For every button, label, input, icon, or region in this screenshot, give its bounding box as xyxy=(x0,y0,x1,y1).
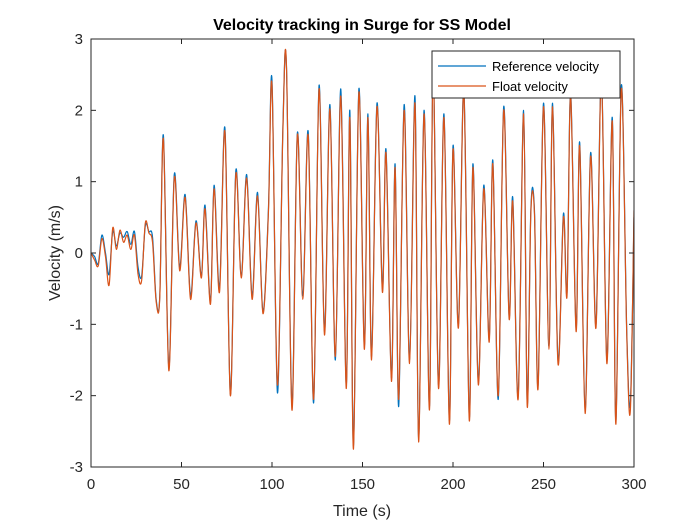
x-tick-label: 300 xyxy=(621,476,646,493)
x-tick-label: 250 xyxy=(531,476,556,493)
y-tick-label: 2 xyxy=(75,102,83,119)
tick-layer: 0 50 100 150 200 250 300 -3 -2 -1 0 1 2 3 xyxy=(70,31,647,493)
y-tick-label: -3 xyxy=(70,459,83,476)
chart-title: Velocity tracking in Surge for SS Model xyxy=(213,17,511,34)
series-layer xyxy=(91,48,634,450)
x-axis-label: Time (s) xyxy=(333,503,391,520)
y-tick-label: -2 xyxy=(70,388,83,405)
x-tick-label: 200 xyxy=(440,476,465,493)
x-tick-label: 50 xyxy=(173,476,190,493)
x-tick-label: 100 xyxy=(259,476,284,493)
legend: Reference velocity Float velocity xyxy=(431,50,621,99)
x-tick-label: 0 xyxy=(87,476,95,493)
x-tick-label: 150 xyxy=(350,476,375,493)
y-tick-label: 3 xyxy=(75,31,83,48)
legend-box xyxy=(431,50,621,99)
series-line-float xyxy=(91,48,634,450)
y-tick-label: 1 xyxy=(75,174,83,191)
y-tick-label: -1 xyxy=(70,316,83,333)
y-tick-label: 0 xyxy=(75,245,83,262)
legend-entry-float: Float velocity xyxy=(492,79,568,94)
legend-entry-reference: Reference velocity xyxy=(492,59,599,74)
y-axis-label: Velocity (m/s) xyxy=(47,205,64,301)
